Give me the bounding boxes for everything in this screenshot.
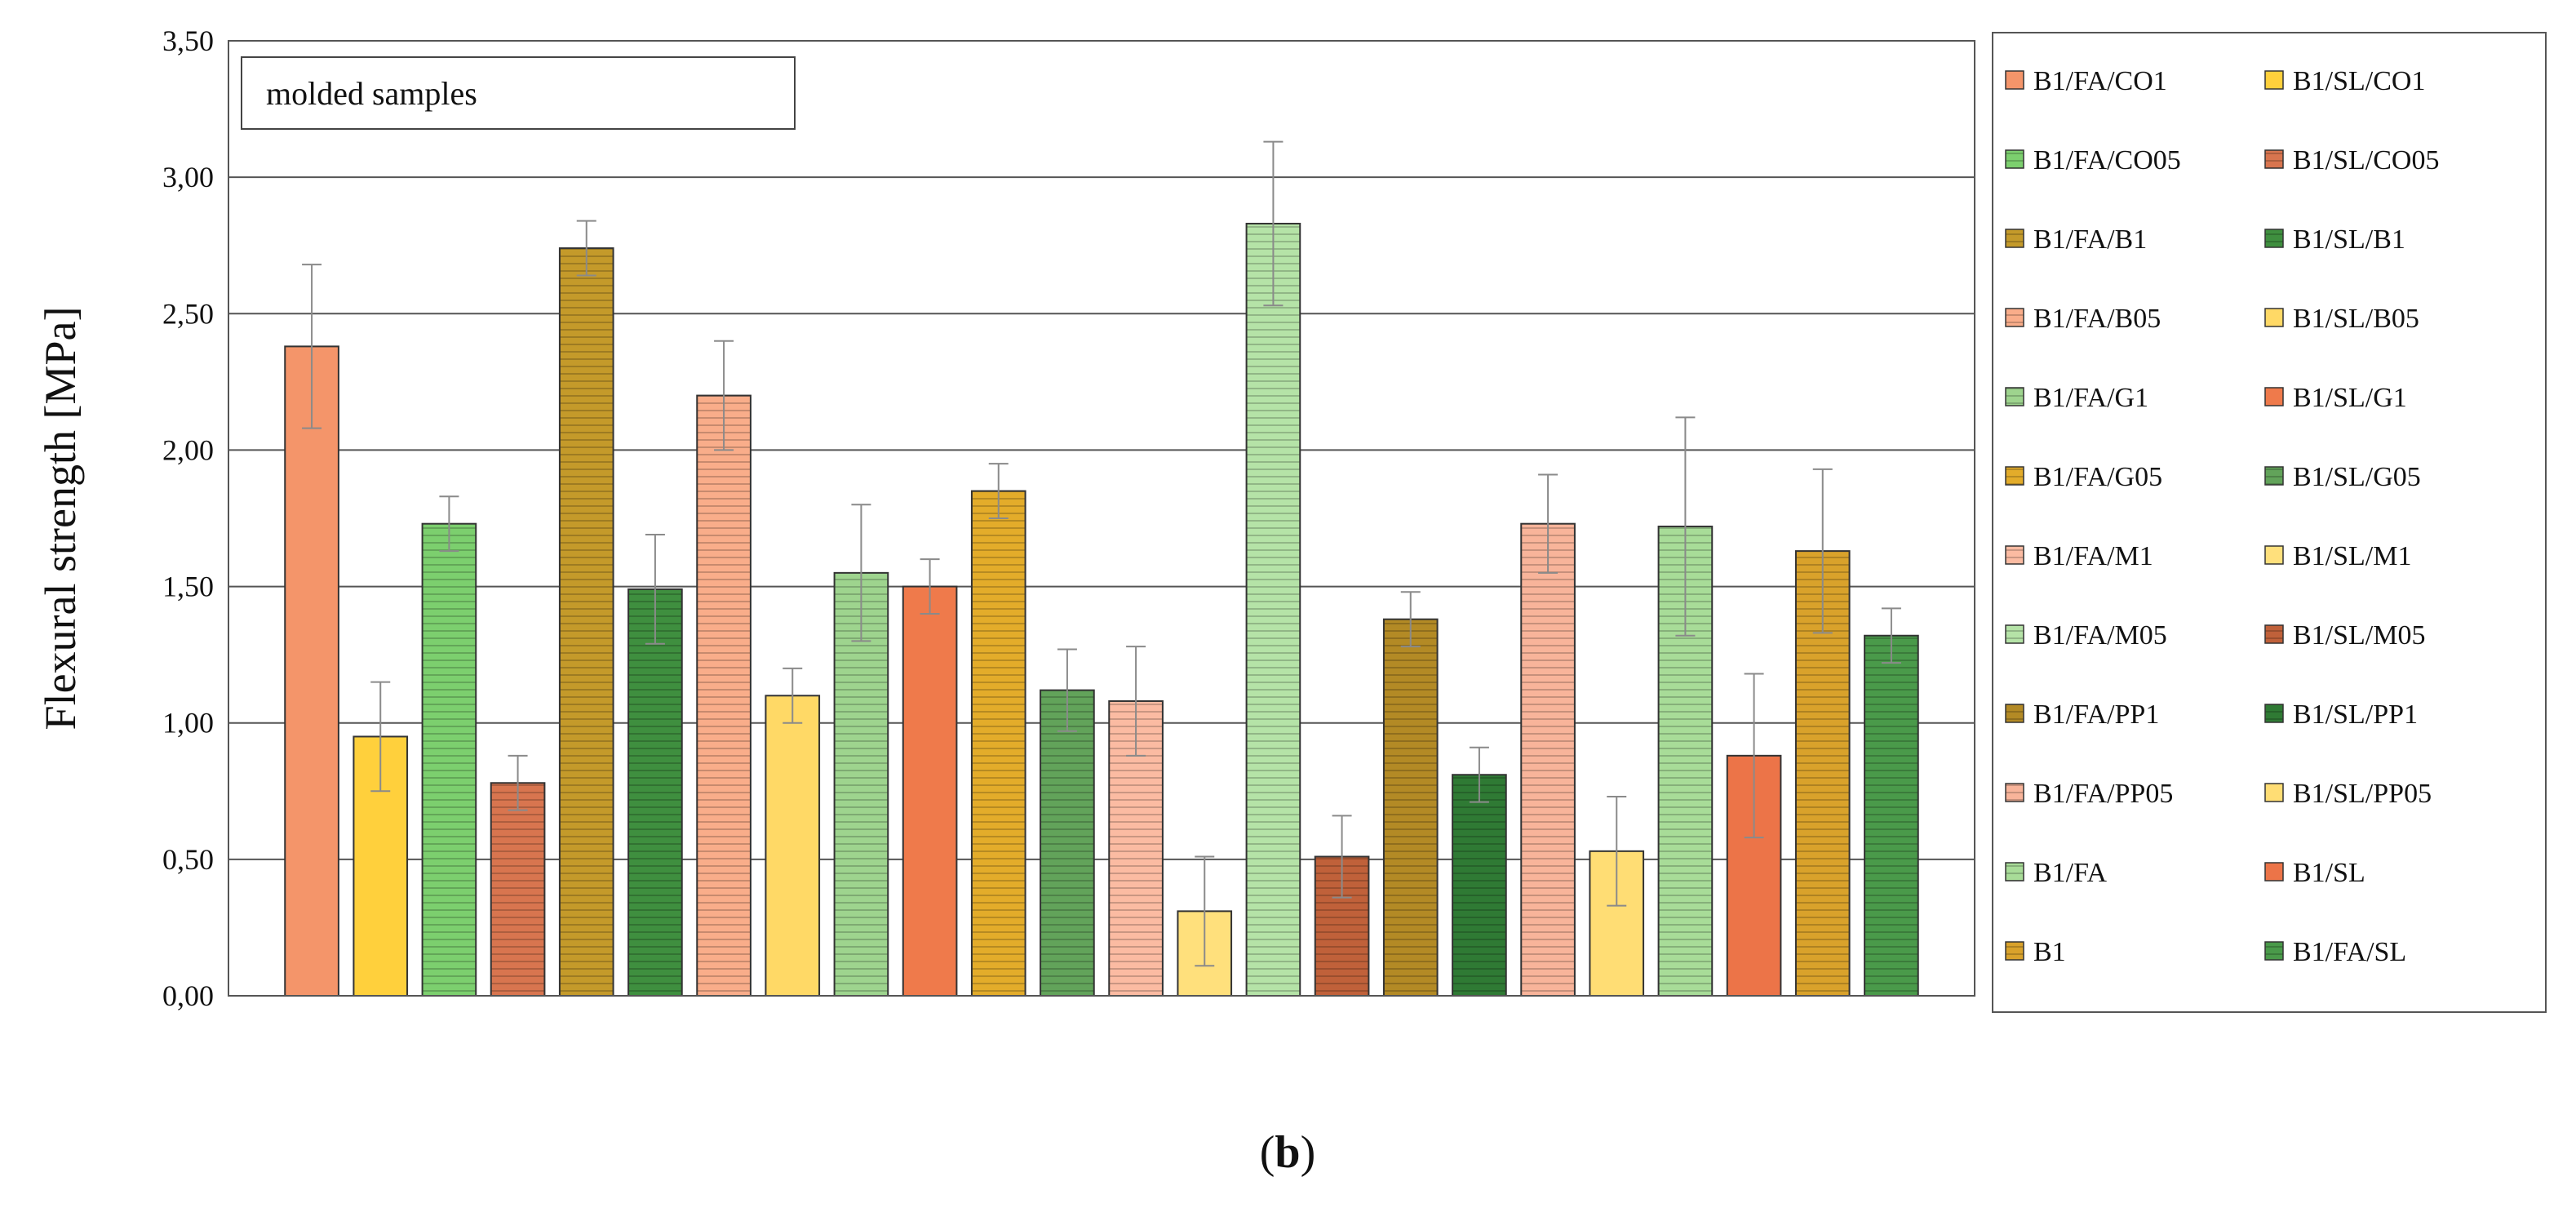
bar bbox=[1864, 634, 1919, 997]
annotation-box: molded samples bbox=[241, 56, 796, 130]
bar bbox=[902, 585, 958, 997]
legend-swatch bbox=[2005, 624, 2024, 644]
y-tick-label: 1,00 bbox=[162, 707, 214, 739]
legend-label: B1/SL/PP05 bbox=[2293, 779, 2432, 809]
y-tick-label: 0,00 bbox=[162, 979, 214, 1012]
legend-label: B1/FA/B1 bbox=[2033, 224, 2147, 255]
legend-swatch bbox=[2005, 783, 2024, 802]
legend-swatch bbox=[2264, 149, 2284, 169]
legend-label: B1/FA/PP1 bbox=[2033, 699, 2159, 730]
legend-label: B1/SL/CO05 bbox=[2293, 145, 2439, 175]
legend-swatch bbox=[2005, 704, 2024, 723]
legend-swatch bbox=[2264, 862, 2284, 882]
legend-label: B1/FA/PP05 bbox=[2033, 779, 2173, 809]
y-axis-title: Flexural strength [MPa] bbox=[36, 307, 85, 731]
plot-area-frame bbox=[228, 40, 1975, 997]
y-tick-label: 3,00 bbox=[162, 161, 214, 193]
legend-swatch bbox=[2264, 308, 2284, 327]
legend-swatch bbox=[2264, 545, 2284, 565]
legend-swatch bbox=[2264, 941, 2284, 961]
legend-swatch bbox=[2264, 466, 2284, 486]
legend-label: B1/FA/G1 bbox=[2033, 383, 2148, 413]
bar bbox=[765, 695, 821, 997]
bar bbox=[1520, 522, 1576, 997]
legend-label: B1/FA/SL bbox=[2293, 937, 2406, 967]
legend: B1/FA/CO1 B1/SL/CO1 B1/FA/CO05 B1/SL/CO05 B1… bbox=[1992, 32, 2547, 1013]
legend-swatch bbox=[2005, 466, 2024, 486]
bar bbox=[421, 522, 477, 997]
bars bbox=[284, 222, 1919, 997]
bar bbox=[1245, 222, 1301, 997]
bar bbox=[490, 782, 546, 997]
legend-label: B1/SL/M05 bbox=[2293, 620, 2425, 651]
y-tick-label: 0,50 bbox=[162, 843, 214, 876]
y-tick-labels: 0,00 0,50 1,00 1,50 2,00 2,50 3,00 3,50 bbox=[162, 24, 214, 1012]
legend-swatch bbox=[2005, 862, 2024, 882]
caption-letter: b bbox=[1275, 1127, 1300, 1178]
legend-label: B1/FA bbox=[2033, 858, 2108, 888]
y-tick-label: 1,50 bbox=[162, 571, 214, 603]
legend-swatch bbox=[2264, 624, 2284, 644]
y-tick-label: 2,00 bbox=[162, 433, 214, 466]
legend-swatch bbox=[2264, 229, 2284, 248]
legend-swatch bbox=[2005, 545, 2024, 565]
bar bbox=[1040, 689, 1095, 997]
y-tick-label: 3,50 bbox=[162, 24, 214, 57]
legend-swatch bbox=[2264, 704, 2284, 723]
legend-label: B1/FA/CO1 bbox=[2033, 66, 2167, 96]
legend-label: B1 bbox=[2033, 937, 2066, 967]
figure-caption: (b) bbox=[1260, 1127, 1315, 1178]
legend-label: B1/FA/G05 bbox=[2033, 462, 2162, 492]
bar bbox=[1382, 618, 1439, 997]
legend-label: B1/FA/B05 bbox=[2033, 304, 2161, 334]
bar bbox=[1452, 774, 1507, 997]
legend-label: B1/SL/G1 bbox=[2293, 383, 2407, 413]
bar bbox=[696, 394, 752, 997]
legend-label: B1/SL/PP1 bbox=[2293, 699, 2418, 730]
legend-swatch bbox=[2264, 70, 2284, 90]
legend-frame bbox=[1992, 32, 2547, 1013]
y-tick-label: 2,50 bbox=[162, 297, 214, 330]
bar bbox=[558, 247, 614, 997]
legend-swatch bbox=[2264, 387, 2284, 406]
legend-swatch bbox=[2264, 783, 2284, 802]
bar bbox=[970, 490, 1026, 997]
legend-label: B1/FA/M1 bbox=[2033, 541, 2153, 571]
bar bbox=[833, 571, 889, 997]
error-bars bbox=[302, 140, 1901, 967]
legend-label: B1/SL/B1 bbox=[2293, 224, 2405, 255]
legend-label: B1/FA/CO05 bbox=[2033, 145, 2181, 175]
legend-swatch bbox=[2005, 229, 2024, 248]
legend-label: B1/FA/M05 bbox=[2033, 620, 2167, 651]
legend-label: B1/SL/G05 bbox=[2293, 462, 2421, 492]
annotation-text: molded samples bbox=[266, 75, 477, 112]
legend-label: B1/SL/M1 bbox=[2293, 541, 2411, 571]
legend-swatch bbox=[2005, 387, 2024, 406]
legend-label: B1/SL/CO1 bbox=[2293, 66, 2425, 96]
legend-swatch bbox=[2005, 308, 2024, 327]
legend-swatch bbox=[2005, 70, 2024, 90]
svg-text:(b): (b) bbox=[1260, 1127, 1315, 1178]
bar bbox=[1589, 850, 1645, 997]
bar bbox=[627, 588, 683, 997]
legend-label: B1/SL bbox=[2293, 858, 2365, 888]
legend-swatch bbox=[2005, 149, 2024, 169]
bar bbox=[284, 345, 339, 997]
legend-label: B1/SL/B05 bbox=[2293, 304, 2419, 334]
legend-swatch bbox=[2005, 941, 2024, 961]
